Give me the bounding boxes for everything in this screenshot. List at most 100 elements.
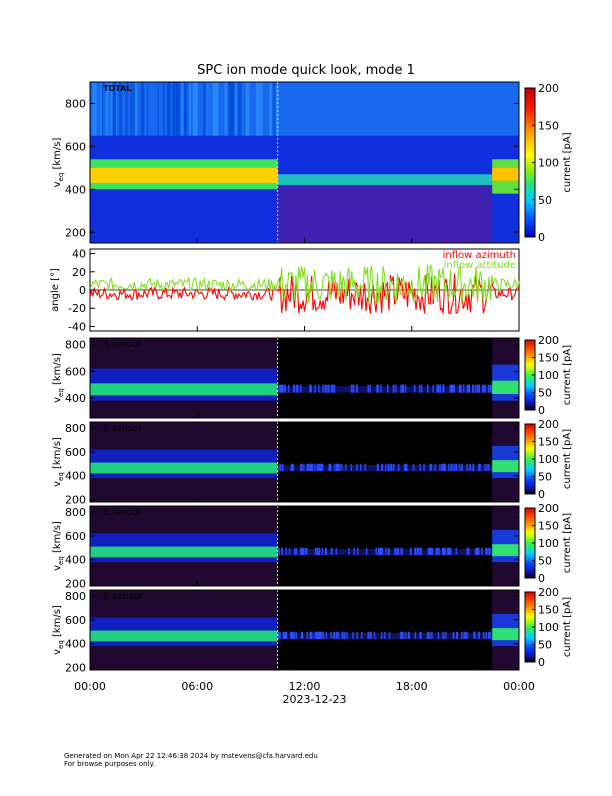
heatmap-blip	[328, 384, 330, 393]
heatmap-blip	[449, 547, 452, 555]
heatmap-blip	[430, 547, 432, 555]
heatmap-streak	[130, 82, 133, 136]
colorbar-label: current [pA]	[562, 429, 573, 489]
heatmap-blip	[387, 384, 389, 393]
heatmap-blip	[477, 631, 480, 639]
heatmap-blip	[320, 463, 323, 471]
heatmap-blip	[401, 631, 403, 639]
heatmap-blip	[485, 631, 488, 639]
heatmap-blip	[285, 631, 287, 639]
panel-total: TOTAL 200 400 600 800 veq [km/s] 0 50 100 150 200 c…	[52, 81, 573, 244]
heatmap-blip	[330, 631, 332, 639]
heatmap-blip	[439, 463, 441, 471]
colorbar-tick-label: 100	[538, 621, 559, 634]
colorbar-tick-label: 0	[538, 656, 545, 669]
heatmap-blip	[423, 463, 425, 471]
heatmap-blip	[314, 631, 316, 639]
y-tick-label: 400	[65, 183, 86, 196]
heatmap-blip	[381, 547, 384, 555]
heatmap-streak	[245, 82, 250, 136]
y-tick-label: 20	[72, 266, 86, 279]
heatmap-blip	[331, 384, 334, 393]
heatmap-gap-region	[277, 185, 493, 243]
heatmap-streak	[157, 82, 159, 136]
x-date-label: 2023-12-23	[283, 693, 347, 706]
heatmap-streak	[140, 82, 145, 136]
heatmap-blip	[301, 547, 303, 555]
heatmap-blip	[318, 384, 320, 393]
heatmap-blip	[420, 631, 422, 639]
y-tick-label: 200	[65, 226, 86, 239]
colorbar-tick-label: 50	[538, 471, 552, 484]
heatmap-core-band-end	[492, 628, 519, 641]
heatmap-blip	[459, 384, 462, 393]
heatmap-blip	[316, 463, 318, 471]
heatmap-blip	[303, 547, 305, 555]
panel-label: A sensor	[103, 340, 142, 350]
y-tick-label: 600	[65, 530, 86, 543]
heatmap-streak	[260, 82, 263, 136]
colorbar-tick-label: 150	[538, 119, 559, 132]
heatmap-blip	[419, 631, 421, 639]
heatmap-blip	[479, 463, 482, 471]
heatmap-blip	[279, 631, 281, 639]
x-tick-label: 00:00	[74, 680, 106, 693]
heatmap-blip	[418, 547, 420, 555]
heatmap-blip	[401, 384, 404, 393]
heatmap-streak	[271, 82, 276, 136]
heatmap-high-speed-band	[90, 82, 519, 136]
heatmap-streak	[91, 82, 95, 136]
heatmap-blip	[402, 384, 405, 393]
heatmap-blip	[450, 463, 452, 471]
footer-browse-note: For browse purposes only.	[64, 760, 155, 768]
heatmap-blip	[442, 631, 445, 639]
heatmap-blip	[412, 463, 415, 471]
heatmap-blip	[306, 547, 308, 555]
heatmap-streak	[118, 82, 123, 136]
heatmap-blip	[352, 631, 354, 639]
heatmap-blip	[439, 384, 442, 393]
colorbar-tick-label: 50	[538, 194, 552, 207]
heatmap-blip	[448, 547, 450, 555]
heatmap-blip	[414, 631, 417, 639]
heatmap-blip	[394, 547, 396, 555]
heatmap-blip	[455, 463, 457, 471]
heatmap-blip	[333, 384, 336, 393]
colorbar-tick-label: 150	[538, 352, 559, 365]
heatmap-blip	[468, 547, 470, 555]
heatmap-blip	[426, 631, 429, 639]
heatmap-blip	[449, 547, 451, 555]
heatmap-streak	[192, 82, 195, 136]
heatmap-blip	[431, 547, 433, 555]
heatmap-blip	[476, 547, 478, 555]
heatmap-blip	[468, 384, 471, 393]
heatmap-blip	[356, 463, 358, 471]
heatmap-core-band	[90, 462, 278, 474]
heatmap-streak	[228, 82, 231, 136]
heatmap-core-band-late	[277, 464, 493, 471]
heatmap-blip	[313, 463, 316, 471]
heatmap-blip	[437, 384, 439, 393]
heatmap-blip	[343, 631, 346, 639]
heatmap-blip	[389, 463, 392, 471]
heatmap-blip	[338, 463, 341, 471]
heatmap-streak	[224, 82, 228, 136]
heatmap-blip	[337, 463, 340, 471]
heatmap-blip	[308, 463, 311, 471]
heatmap-blip	[397, 547, 400, 555]
legend-entry: inflow azimuth	[443, 250, 516, 261]
heatmap-blip	[369, 384, 371, 393]
heatmap-blip	[288, 547, 291, 555]
heatmap-streak	[189, 82, 191, 136]
heatmap-blip	[420, 384, 423, 393]
heatmap-blip	[328, 463, 331, 471]
heatmap-blip	[443, 547, 445, 555]
heatmap-blip	[381, 463, 383, 471]
heatmap-blip	[281, 463, 284, 471]
heatmap-blip	[466, 631, 468, 639]
heatmap-blip	[451, 384, 453, 393]
heatmap-blip	[325, 631, 328, 639]
panel-label: TOTAL	[103, 84, 131, 93]
y-axis-label: veq [km/s]	[52, 353, 65, 403]
heatmap-blip	[429, 631, 431, 639]
